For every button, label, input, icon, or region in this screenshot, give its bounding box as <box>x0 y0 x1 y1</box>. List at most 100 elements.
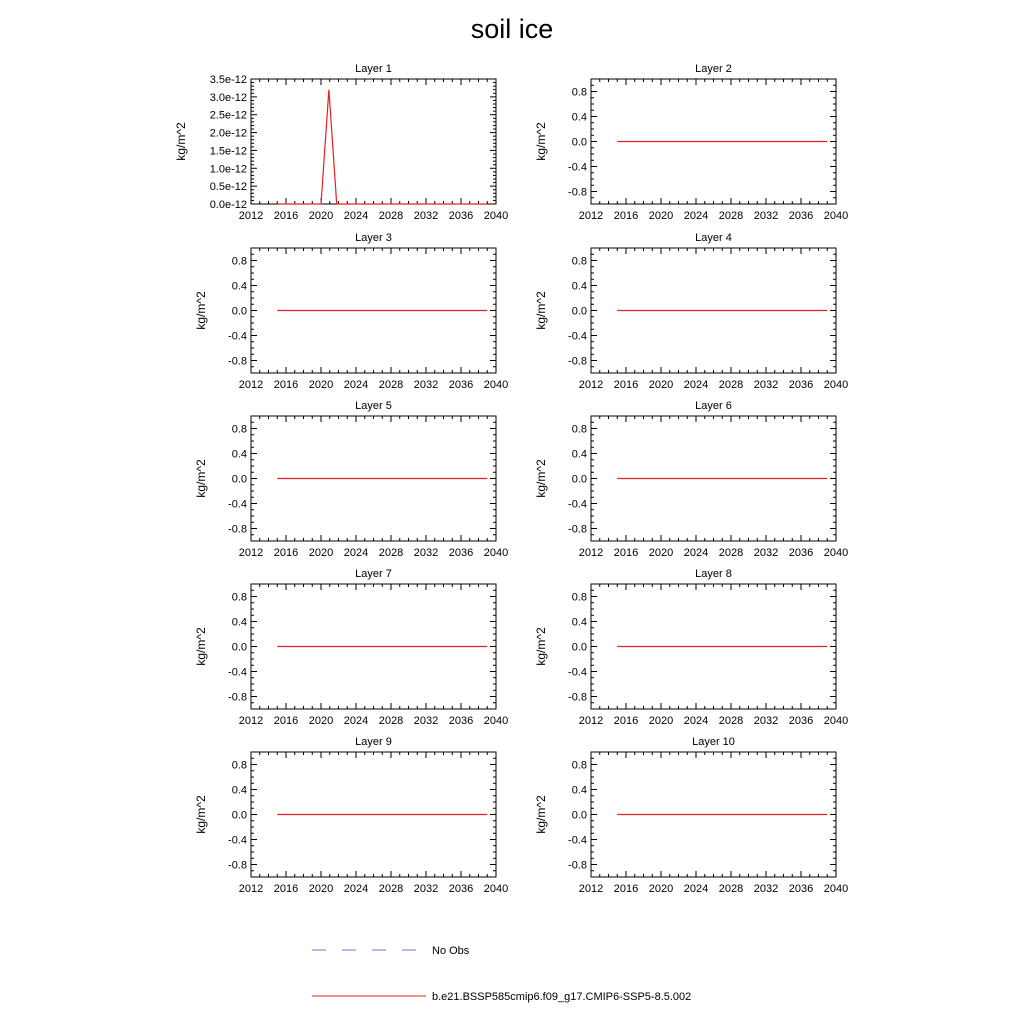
y-tick-label: -0.4 <box>228 667 247 679</box>
x-tick-label: 2028 <box>379 379 403 391</box>
y-tick-label: -0.4 <box>568 499 587 511</box>
y-tick-label: -0.8 <box>228 692 247 704</box>
x-tick-label: 2036 <box>449 210 473 222</box>
x-tick-label: 2028 <box>719 547 743 559</box>
x-tick-label: 2028 <box>719 379 743 391</box>
y-tick-label: 0.8 <box>572 87 587 99</box>
x-tick-label: 2024 <box>684 379 708 391</box>
y-tick-label: -0.8 <box>568 187 587 199</box>
y-tick-label: -0.8 <box>228 860 247 872</box>
y-tick-label: 3.0e-12 <box>210 92 247 104</box>
x-tick-label: 2020 <box>649 210 673 222</box>
x-tick-label: 2036 <box>789 210 813 222</box>
panel-title: Layer 8 <box>695 568 732 580</box>
chart-panel-layer-9: 2012 2016 2020 2024 2028 2032 2036 2040 -0.8 -0.4… <box>194 736 508 895</box>
y-tick-label: -0.8 <box>568 692 587 704</box>
x-tick-label: 2036 <box>449 547 473 559</box>
y-tick-label: 0.0 <box>572 474 587 486</box>
y-tick-label: 0.0 <box>572 306 587 318</box>
y-tick-label: 0.4 <box>572 449 587 461</box>
x-tick-label: 2016 <box>274 547 298 559</box>
x-tick-label: 2040 <box>824 547 848 559</box>
x-tick-label: 2028 <box>379 547 403 559</box>
y-axis-label: kg/m^2 <box>194 459 208 498</box>
x-tick-label: 2036 <box>789 883 813 895</box>
x-tick-label: 2036 <box>449 883 473 895</box>
x-tick-label: 2040 <box>484 379 508 391</box>
y-axis-label: kg/m^2 <box>194 291 208 330</box>
y-tick-label: 2.5e-12 <box>210 110 247 122</box>
y-tick-label: -0.8 <box>568 524 587 536</box>
chart-panel-layer-6: 2012 2016 2020 2024 2028 2032 2036 2040 -0.8 -0.4… <box>534 400 848 559</box>
y-tick-label: -0.4 <box>568 835 587 847</box>
chart-panel-layer-8: 2012 2016 2020 2024 2028 2032 2036 2040 -0.8 -0.4… <box>534 568 848 727</box>
y-axis-label: kg/m^2 <box>174 122 188 161</box>
x-tick-label: 2032 <box>414 210 438 222</box>
chart-panel-layer-10: 2012 2016 2020 2024 2028 2032 2036 2040 -0.8 -0.4… <box>534 736 848 895</box>
x-tick-label: 2040 <box>484 210 508 222</box>
x-tick-label: 2040 <box>824 210 848 222</box>
y-tick-label: -0.8 <box>568 356 587 368</box>
x-tick-label: 2032 <box>754 379 778 391</box>
x-tick-label: 2020 <box>309 715 333 727</box>
x-tick-label: 2040 <box>824 715 848 727</box>
y-axis-label: kg/m^2 <box>534 795 548 834</box>
x-tick-label: 2012 <box>239 379 263 391</box>
x-tick-label: 2024 <box>344 883 368 895</box>
y-tick-label: -0.4 <box>568 667 587 679</box>
chart-panel-layer-5: 2012 2016 2020 2024 2028 2032 2036 2040 -0.8 -0.4… <box>194 400 508 559</box>
y-axis-label: kg/m^2 <box>534 459 548 498</box>
x-tick-label: 2036 <box>449 715 473 727</box>
figure-title: soil ice <box>470 14 554 44</box>
x-tick-label: 2020 <box>649 883 673 895</box>
x-tick-label: 2016 <box>274 210 298 222</box>
panel-title: Layer 3 <box>355 232 392 244</box>
x-tick-label: 2012 <box>579 883 603 895</box>
y-tick-label: 0.0 <box>232 474 247 486</box>
x-tick-label: 2024 <box>684 715 708 727</box>
x-tick-label: 2020 <box>309 379 333 391</box>
x-tick-label: 2024 <box>344 210 368 222</box>
x-tick-label: 2012 <box>579 715 603 727</box>
panel-title: Layer 2 <box>695 63 732 75</box>
x-tick-label: 2040 <box>484 547 508 559</box>
y-tick-label: 0.8 <box>572 760 587 772</box>
y-axis-label: kg/m^2 <box>534 291 548 330</box>
y-tick-label: 0.5e-12 <box>210 181 247 193</box>
x-tick-label: 2020 <box>309 210 333 222</box>
x-tick-label: 2020 <box>309 547 333 559</box>
panel-title: Layer 9 <box>355 736 392 748</box>
y-tick-label: -0.8 <box>228 356 247 368</box>
x-tick-label: 2012 <box>579 379 603 391</box>
x-tick-label: 2012 <box>239 547 263 559</box>
y-tick-label: -0.8 <box>568 860 587 872</box>
x-tick-label: 2036 <box>789 547 813 559</box>
x-tick-label: 2016 <box>614 210 638 222</box>
plot-frame <box>250 78 497 205</box>
y-tick-label: 0.0 <box>572 810 587 822</box>
y-tick-label: 0.0 <box>232 306 247 318</box>
y-axis-label: kg/m^2 <box>194 627 208 666</box>
x-tick-label: 2016 <box>614 883 638 895</box>
panel-title: Layer 7 <box>355 568 392 580</box>
chart-panel-layer-3: 2012 2016 2020 2024 2028 2032 2036 2040 -0.8 -0.4… <box>194 232 508 391</box>
legend-label: b.e21.BSSP585cmip6.f09_g17.CMIP6-SSP5-8.… <box>432 991 691 1003</box>
x-tick-label: 2040 <box>824 883 848 895</box>
x-tick-label: 2020 <box>649 379 673 391</box>
y-tick-label: 0.8 <box>232 424 247 436</box>
y-tick-label: 0.8 <box>572 592 587 604</box>
x-tick-label: 2028 <box>719 715 743 727</box>
y-tick-label: 0.4 <box>572 785 587 797</box>
x-tick-label: 2032 <box>754 883 778 895</box>
x-tick-label: 2028 <box>719 210 743 222</box>
panel-title: Layer 5 <box>355 400 392 412</box>
y-tick-label: 0.0 <box>232 810 247 822</box>
y-tick-label: 0.4 <box>572 617 587 629</box>
y-tick-label: -0.4 <box>568 331 587 343</box>
x-tick-label: 2032 <box>754 715 778 727</box>
x-tick-label: 2016 <box>614 715 638 727</box>
y-axis-label: kg/m^2 <box>534 122 548 161</box>
x-tick-label: 2040 <box>484 715 508 727</box>
x-tick-label: 2032 <box>754 547 778 559</box>
